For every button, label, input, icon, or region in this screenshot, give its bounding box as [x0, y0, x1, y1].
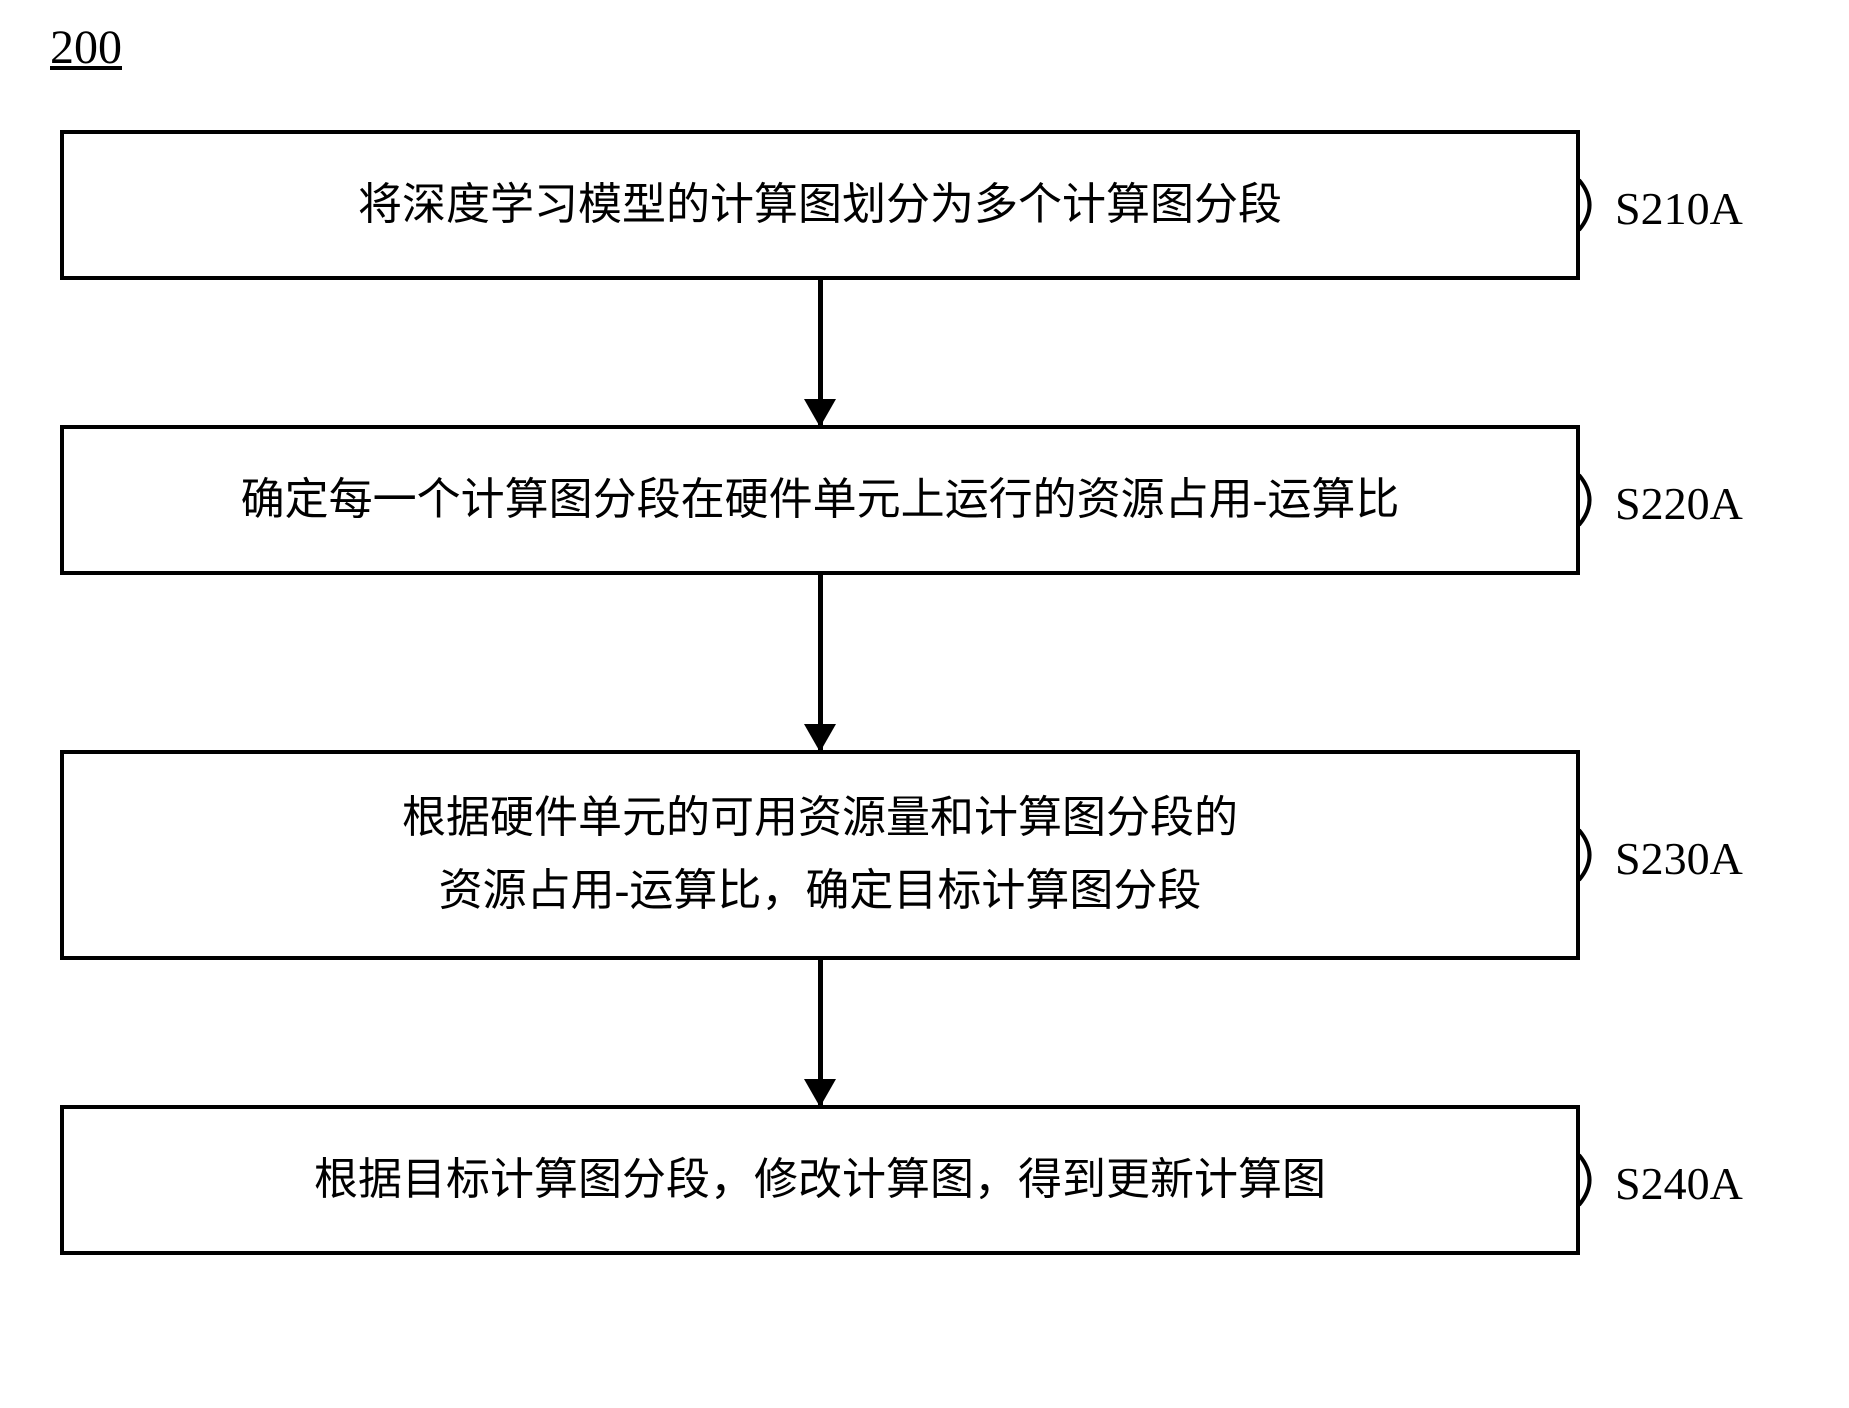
arrow-head	[804, 1079, 836, 1107]
figure-number: 200	[50, 20, 122, 75]
flow-step-2: 确定每一个计算图分段在硬件单元上运行的资源占用-运算比 S220A	[60, 425, 1780, 575]
step-label: S220A	[1615, 477, 1743, 530]
flow-node-text: 根据目标计算图分段，修改计算图，得到更新计算图	[314, 1144, 1326, 1217]
flow-node: 将深度学习模型的计算图划分为多个计算图分段	[60, 130, 1580, 280]
flow-arrow	[60, 575, 1580, 750]
flow-arrow	[60, 960, 1580, 1105]
arrow-head	[804, 399, 836, 427]
flow-node-text-line1: 根据硬件单元的可用资源量和计算图分段的	[402, 782, 1238, 855]
flow-arrow	[60, 280, 1580, 425]
step-label: S210A	[1615, 182, 1743, 235]
flow-node-text: 确定每一个计算图分段在硬件单元上运行的资源占用-运算比	[241, 464, 1400, 537]
flow-node-text: 将深度学习模型的计算图划分为多个计算图分段	[358, 169, 1282, 242]
arrow-head	[804, 724, 836, 752]
step-label: S240A	[1615, 1157, 1743, 1210]
flow-step-3: 根据硬件单元的可用资源量和计算图分段的 资源占用-运算比，确定目标计算图分段 S…	[60, 750, 1780, 960]
flowchart-container: 将深度学习模型的计算图划分为多个计算图分段 S210A 确定每一个计算图分段在硬…	[60, 130, 1780, 1255]
flow-node: 根据硬件单元的可用资源量和计算图分段的 资源占用-运算比，确定目标计算图分段	[60, 750, 1580, 960]
flow-node: 确定每一个计算图分段在硬件单元上运行的资源占用-运算比	[60, 425, 1580, 575]
flow-step-4: 根据目标计算图分段，修改计算图，得到更新计算图 S240A	[60, 1105, 1780, 1255]
flow-step-1: 将深度学习模型的计算图划分为多个计算图分段 S210A	[60, 130, 1780, 280]
step-label: S230A	[1615, 832, 1743, 885]
flow-node: 根据目标计算图分段，修改计算图，得到更新计算图	[60, 1105, 1580, 1255]
flow-node-text-wrap: 根据硬件单元的可用资源量和计算图分段的 资源占用-运算比，确定目标计算图分段	[402, 782, 1238, 927]
flow-node-text-line2: 资源占用-运算比，确定目标计算图分段	[402, 855, 1238, 928]
